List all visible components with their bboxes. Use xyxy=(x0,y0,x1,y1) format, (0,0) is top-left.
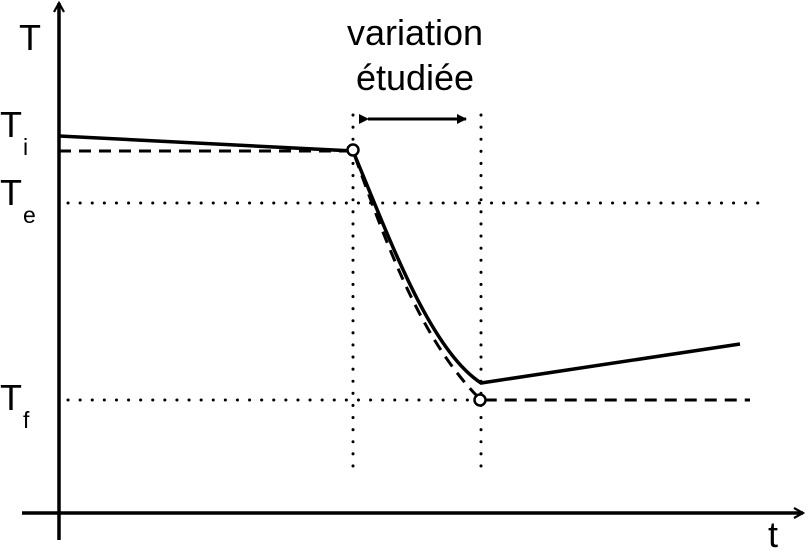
tf-main: T xyxy=(0,377,22,418)
ti-label: Ti xyxy=(0,104,28,159)
y-axis-label: T xyxy=(19,17,41,58)
start-point-marker xyxy=(346,143,360,157)
annotation-line-2: étudiée xyxy=(355,57,475,98)
tf-label: Tf xyxy=(0,377,29,432)
te-subscript: e xyxy=(23,202,36,228)
measured-solid-curve xyxy=(58,134,741,385)
annotation-line-1: variation xyxy=(346,12,484,53)
end-point-marker xyxy=(473,393,487,407)
ti-main: T xyxy=(0,104,22,145)
annotation-caption: variation étudiée xyxy=(315,15,515,96)
ti-subscript: i xyxy=(23,134,29,160)
te-main: T xyxy=(0,172,22,213)
tf-subscript: f xyxy=(23,407,30,433)
te-label: Te xyxy=(0,172,36,227)
x-axis-label: t xyxy=(768,514,779,555)
